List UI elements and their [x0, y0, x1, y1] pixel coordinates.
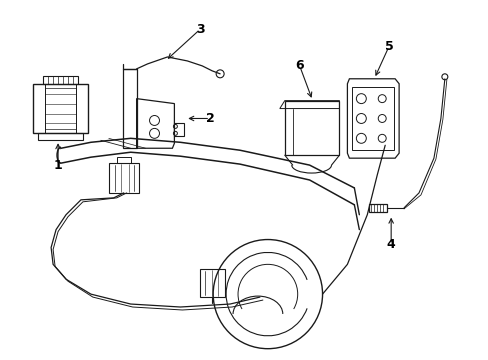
- Text: 3: 3: [196, 23, 204, 36]
- Text: 4: 4: [386, 238, 395, 251]
- Text: 1: 1: [54, 159, 62, 172]
- Text: 6: 6: [295, 59, 304, 72]
- Text: 2: 2: [205, 112, 214, 125]
- Text: 5: 5: [384, 40, 393, 53]
